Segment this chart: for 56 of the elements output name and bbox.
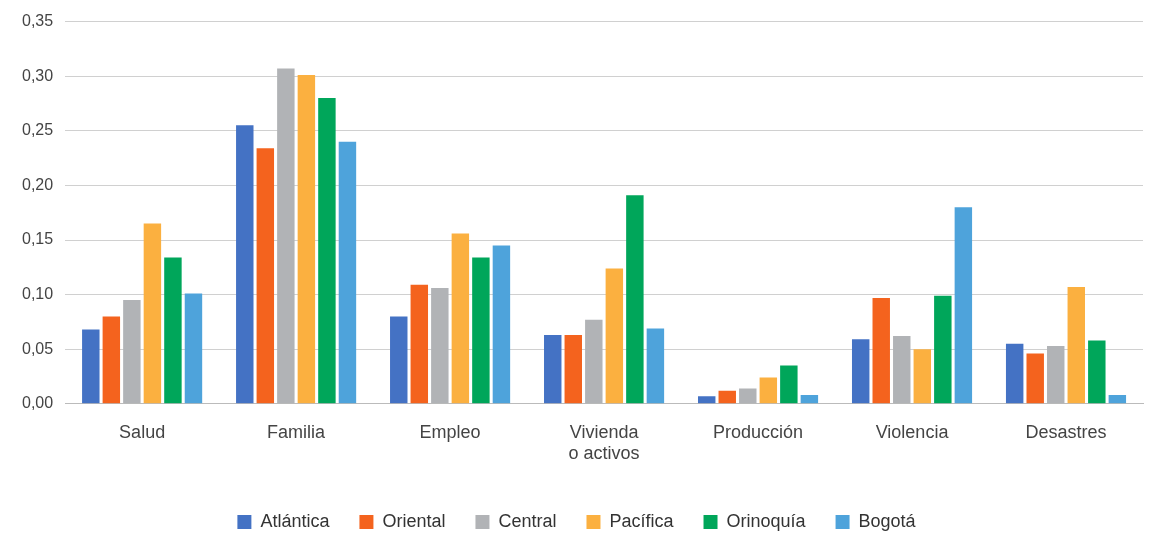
legend-label: Atlántica — [260, 510, 331, 531]
bar — [626, 195, 644, 404]
bar — [780, 365, 798, 404]
bar — [82, 329, 100, 404]
bar — [1108, 395, 1127, 404]
x-tick-label: Familia — [267, 421, 327, 442]
bar — [913, 349, 932, 404]
y-tick-label: 0,05 — [22, 339, 54, 357]
bar — [164, 257, 182, 404]
x-tick-label: Salud — [119, 421, 166, 442]
bar — [1067, 286, 1085, 404]
bar — [851, 339, 870, 404]
bar — [718, 390, 736, 404]
x-tick-label: Violencia — [875, 421, 950, 442]
bar — [451, 233, 470, 404]
bar — [318, 98, 336, 404]
bar — [564, 335, 582, 404]
legend-label: Orinoquía — [726, 510, 807, 531]
x-tick-label: Producción — [713, 421, 804, 442]
bar — [236, 125, 254, 404]
bar — [184, 293, 203, 404]
x-tick-label: Empleo — [419, 421, 481, 442]
legend-label: Oriental — [382, 510, 446, 531]
bar — [338, 141, 357, 404]
bar — [410, 284, 429, 404]
bar — [1088, 340, 1106, 404]
bar — [256, 148, 275, 404]
bar — [143, 223, 162, 404]
bar — [102, 316, 121, 404]
bar — [472, 257, 490, 404]
legend-label: Pacífica — [609, 510, 675, 531]
y-tick-label: 0,00 — [22, 394, 54, 412]
x-tick-label: Vivienda o activos — [568, 421, 640, 464]
bar — [297, 75, 316, 404]
bar — [934, 295, 952, 404]
bar — [390, 316, 408, 404]
y-tick-label: 0,10 — [22, 285, 54, 303]
legend-label: Central — [498, 510, 557, 531]
y-tick-label: 0,35 — [22, 12, 54, 30]
bar — [605, 268, 624, 404]
bar — [800, 395, 819, 404]
bar — [698, 396, 716, 404]
x-tick-label: Desastres — [1025, 421, 1107, 442]
bar — [544, 335, 562, 404]
legend-label: Bogotá — [858, 510, 917, 531]
bar — [759, 377, 778, 404]
bar — [1005, 343, 1024, 404]
bar — [954, 207, 973, 404]
bar — [1026, 353, 1044, 404]
y-tick-label: 0,25 — [22, 121, 54, 139]
y-tick-label: 0,15 — [22, 230, 54, 248]
bar — [872, 297, 890, 404]
y-tick-label: 0,20 — [22, 175, 54, 193]
bar — [646, 328, 665, 404]
bar — [492, 245, 511, 404]
y-tick-label: 0,30 — [22, 66, 54, 84]
